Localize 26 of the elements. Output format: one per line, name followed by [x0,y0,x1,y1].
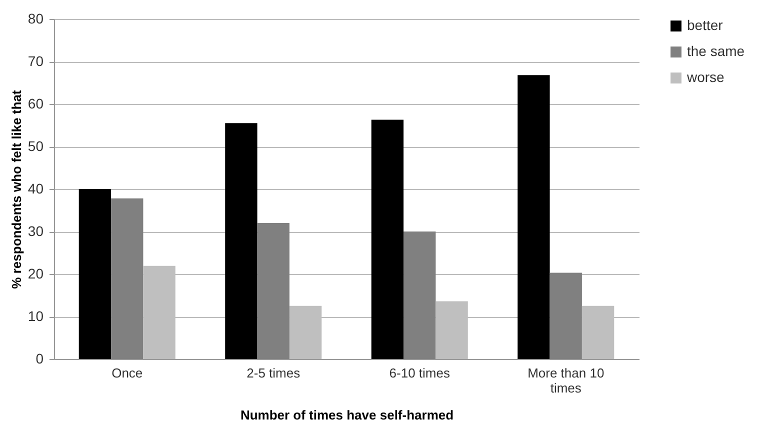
y-tick-label: 20 [28,266,44,282]
bar [371,120,404,359]
y-tick-label: 60 [28,96,44,112]
y-tick-label: 0 [36,350,44,366]
y-tick-label: 10 [28,308,44,324]
y-tick-label: 70 [28,53,44,69]
bar [225,123,258,359]
legend-label: better [687,17,724,33]
legend-label: the same [687,43,745,59]
x-tick-label: Once [112,366,143,380]
x-tick-label: 2-5 times [246,366,301,380]
y-axis-title: % respondents who felt like that [8,90,24,289]
legend-label: worse [686,69,725,85]
bar [550,272,582,359]
bar [404,232,436,359]
y-tick-label: 80 [28,10,44,26]
bar [111,198,144,359]
x-axis-title: Number of times have self-harmed [240,408,454,422]
bar [518,75,550,359]
bar [78,189,112,359]
y-tick-label: 50 [28,138,44,154]
y-tick-label: 30 [28,223,44,239]
bar [257,223,290,359]
x-tick-label: 6-10 times [389,366,450,380]
x-tick-label: More than 10 times [528,366,604,396]
y-tick-label: 40 [28,180,44,196]
